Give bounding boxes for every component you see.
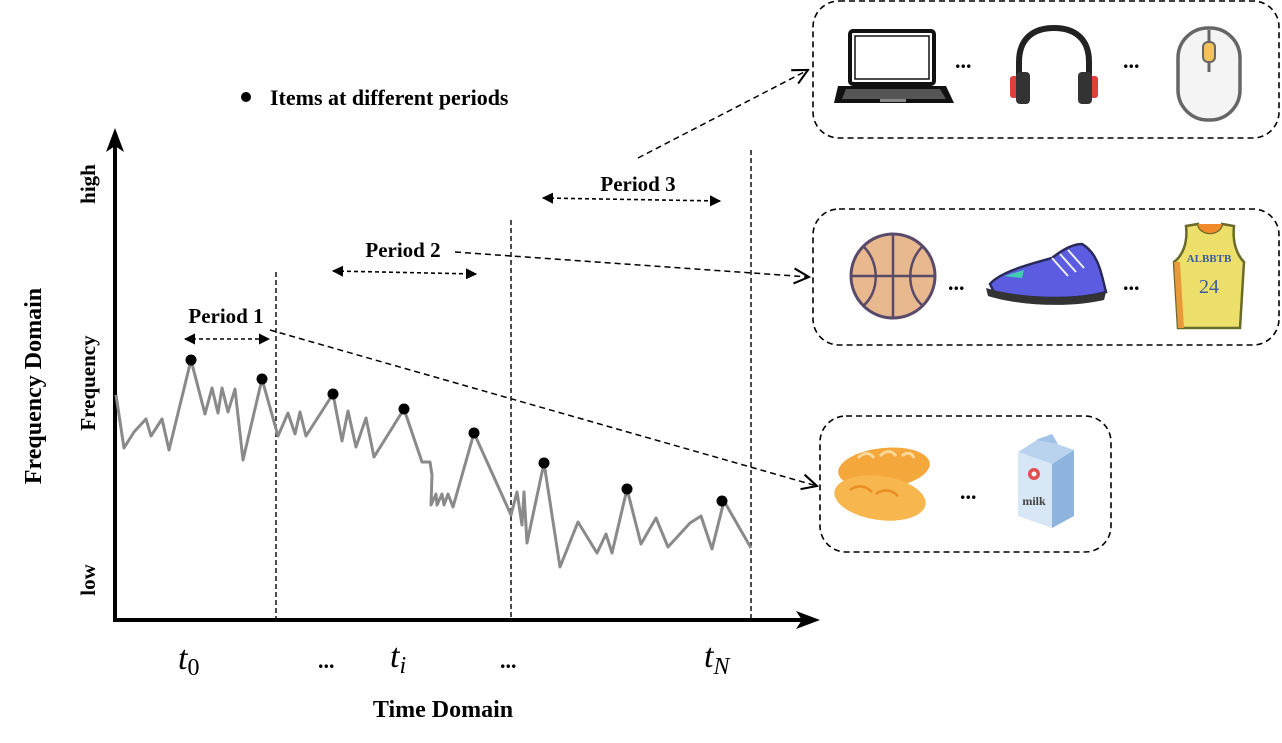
tick-t0: t0 [178,640,199,681]
milk-label: milk [1022,494,1046,508]
milk-carton-icon: milk [1018,434,1074,528]
y-axis-mid-label: Frequency [76,335,100,431]
connector-period-1-food [269,329,817,486]
peak-dot [621,483,633,495]
tick-ellipsis-2: ... [500,648,517,673]
sports-group-box [812,208,1280,346]
laptop-icon [834,29,954,103]
sneaker-icon [986,242,1108,305]
period-2-span-arrow [331,265,478,280]
y-axis-low-label: low [76,563,100,595]
legend-dot [241,92,251,102]
x-axis-arrow [796,611,820,629]
mouse-icon [1176,26,1242,122]
basketball-icon [849,232,937,320]
jersey-text: ALBBTB [1187,253,1232,265]
peak-dot [256,373,268,385]
food-ellipsis: ... [960,479,977,504]
jersey-icon: ALBBTB 24 [1172,222,1246,330]
peak-dot [327,388,339,400]
period-3-label: Period 3 [600,172,675,196]
y-axis-title: Frequency Domain [21,288,47,484]
period-1-label: Period 1 [188,304,263,328]
tick-ellipsis-1: ... [318,648,335,673]
peak-dot [398,403,410,415]
bread-icon [834,447,930,521]
period-3-span-arrow [541,192,722,207]
peak-dot [538,457,550,469]
connector-period-3-electronics [637,70,808,159]
sports-ellipsis-2: ... [1123,270,1140,295]
jersey-number: 24 [1199,276,1219,298]
peak-dots [185,354,728,507]
headphones-icon [1010,24,1098,104]
electronics-ellipsis-2: ... [1123,48,1140,73]
x-tick-labels: t0 ... ti ... tN [178,638,731,681]
peak-dot [716,495,728,507]
sports-ellipsis-1: ... [948,270,965,295]
peak-dot [185,354,197,366]
food-group-box [819,415,1112,553]
period-2-label: Period 2 [365,238,440,262]
electronics-ellipsis-1: ... [955,48,972,73]
y-axis-high-label: high [76,164,100,204]
y-axis-arrow [106,128,124,152]
connector-period-2-sports [454,251,809,277]
tick-tN: tN [704,638,731,680]
tick-ti: ti [390,638,406,679]
x-axis-title: Time Domain [373,697,513,723]
frequency-line [114,358,753,569]
peak-dot [468,427,480,439]
legend-label: Items at different periods [270,85,509,110]
